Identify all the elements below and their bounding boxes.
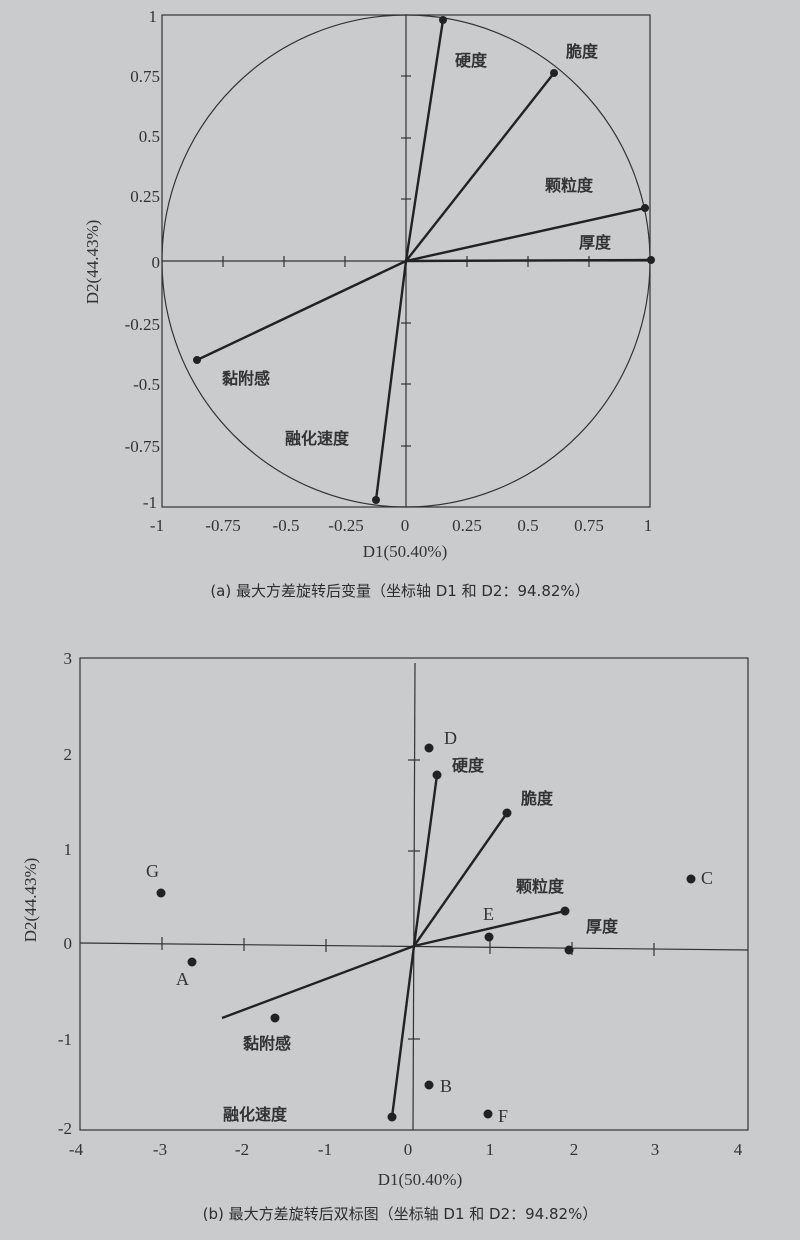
svg-text:0: 0 xyxy=(152,253,161,272)
svg-text:0.75: 0.75 xyxy=(130,67,160,86)
svg-text:-1: -1 xyxy=(318,1140,332,1159)
svg-text:-0.5: -0.5 xyxy=(273,516,300,535)
svg-text:-2: -2 xyxy=(235,1140,249,1159)
svg-text:-4: -4 xyxy=(69,1140,84,1159)
svg-text:-3: -3 xyxy=(153,1140,167,1159)
svg-text:1: 1 xyxy=(644,516,653,535)
loading-points-a xyxy=(193,16,655,504)
label-thickness-b: 厚度 xyxy=(586,917,619,936)
caption-a: (a) 最大方差旋转后变量（坐标轴 D1 和 D2：94.82%） xyxy=(210,582,590,600)
label-hardness-a: 硬度 xyxy=(455,51,488,70)
y-zero-axis-b xyxy=(412,662,416,1131)
svg-text:0.25: 0.25 xyxy=(452,516,482,535)
loading-vectors-a xyxy=(196,19,652,501)
label-point-C: C xyxy=(701,868,713,888)
y-axis-title-a: D2(44.43%) xyxy=(83,220,102,305)
point-B xyxy=(424,1080,434,1090)
ticks-b xyxy=(161,759,655,1040)
svg-text:-0.25: -0.25 xyxy=(125,315,160,334)
svg-text:2: 2 xyxy=(570,1140,579,1159)
label-granularity-b: 颗粒度 xyxy=(516,877,565,896)
label-hardness-b: 硬度 xyxy=(452,756,485,775)
x-axis-title-b: D1(50.40%) xyxy=(378,1170,463,1189)
y-tick-labels-b: 3 2 1 0 -1 -2 xyxy=(58,649,72,1138)
svg-text:4: 4 xyxy=(734,1140,743,1159)
label-melt-rate-b: 融化速度 xyxy=(223,1105,288,1124)
label-point-D: D xyxy=(444,728,457,748)
label-crispness-b: 脆度 xyxy=(521,789,554,808)
svg-text:-0.75: -0.75 xyxy=(125,437,160,456)
svg-text:0: 0 xyxy=(401,516,410,535)
x-ticks-a xyxy=(222,75,590,447)
y-axis-title-b: D2(44.43%) xyxy=(21,858,40,943)
label-adhesiveness-b: 黏附感 xyxy=(243,1034,291,1053)
svg-text:1: 1 xyxy=(149,7,158,26)
caption-b: (b) 最大方差旋转后双标图（坐标轴 D1 和 D2：94.82%） xyxy=(202,1205,598,1223)
point-G xyxy=(156,888,166,898)
label-point-A: A xyxy=(176,969,189,989)
svg-text:1: 1 xyxy=(64,840,73,859)
svg-text:0.5: 0.5 xyxy=(139,127,160,146)
svg-text:0.75: 0.75 xyxy=(574,516,604,535)
svg-text:0: 0 xyxy=(404,1140,413,1159)
point-D xyxy=(424,743,434,753)
label-crispness-a: 脆度 xyxy=(566,42,599,61)
svg-text:-1: -1 xyxy=(150,516,164,535)
svg-text:2: 2 xyxy=(64,745,73,764)
label-thickness-a: 厚度 xyxy=(579,233,612,252)
svg-text:-0.25: -0.25 xyxy=(328,516,363,535)
label-adhesiveness-a: 黏附感 xyxy=(222,369,270,388)
loading-vectors-b xyxy=(221,774,566,1118)
svg-text:-0.75: -0.75 xyxy=(205,516,240,535)
point-C xyxy=(686,874,696,884)
point-A xyxy=(187,957,197,967)
loading-points-b xyxy=(270,770,574,1122)
svg-text:-1: -1 xyxy=(58,1030,72,1049)
label-point-G: G xyxy=(146,861,159,881)
x-zero-axis-b xyxy=(79,942,749,951)
svg-text:0.25: 0.25 xyxy=(130,187,160,206)
svg-text:3: 3 xyxy=(64,649,73,668)
x-axis-title-a: D1(50.40%) xyxy=(363,542,448,561)
label-point-E: E xyxy=(483,904,494,924)
svg-text:0: 0 xyxy=(64,934,73,953)
label-melt-rate-a: 融化速度 xyxy=(285,429,350,448)
y-tick-labels-a: 1 0.75 0.5 0.25 0 -0.25 -0.5 -0.75 -1 xyxy=(125,7,160,512)
plot-frame-b xyxy=(79,657,749,1131)
x-tick-labels-b: -4 -3 -2 -1 0 1 2 3 4 xyxy=(69,1140,743,1159)
svg-text:3: 3 xyxy=(651,1140,660,1159)
svg-text:-0.5: -0.5 xyxy=(133,375,160,394)
point-E xyxy=(484,932,494,942)
label-point-F: F xyxy=(498,1106,508,1126)
x-tick-labels-a: -1 -0.75 -0.5 -0.25 0 0.25 0.5 0.75 1 xyxy=(150,516,652,535)
svg-text:-1: -1 xyxy=(143,493,157,512)
point-F xyxy=(483,1109,493,1119)
chart-a: 硬度 脆度 颗粒度 厚度 黏附感 融化速度 1 0.75 0.5 0.25 0 … xyxy=(83,7,655,561)
svg-text:1: 1 xyxy=(486,1140,495,1159)
sample-points-b xyxy=(156,743,696,1119)
svg-text:-2: -2 xyxy=(58,1119,72,1138)
svg-text:0.5: 0.5 xyxy=(517,516,538,535)
label-granularity-a: 颗粒度 xyxy=(545,176,594,195)
label-point-B: B xyxy=(440,1076,452,1096)
